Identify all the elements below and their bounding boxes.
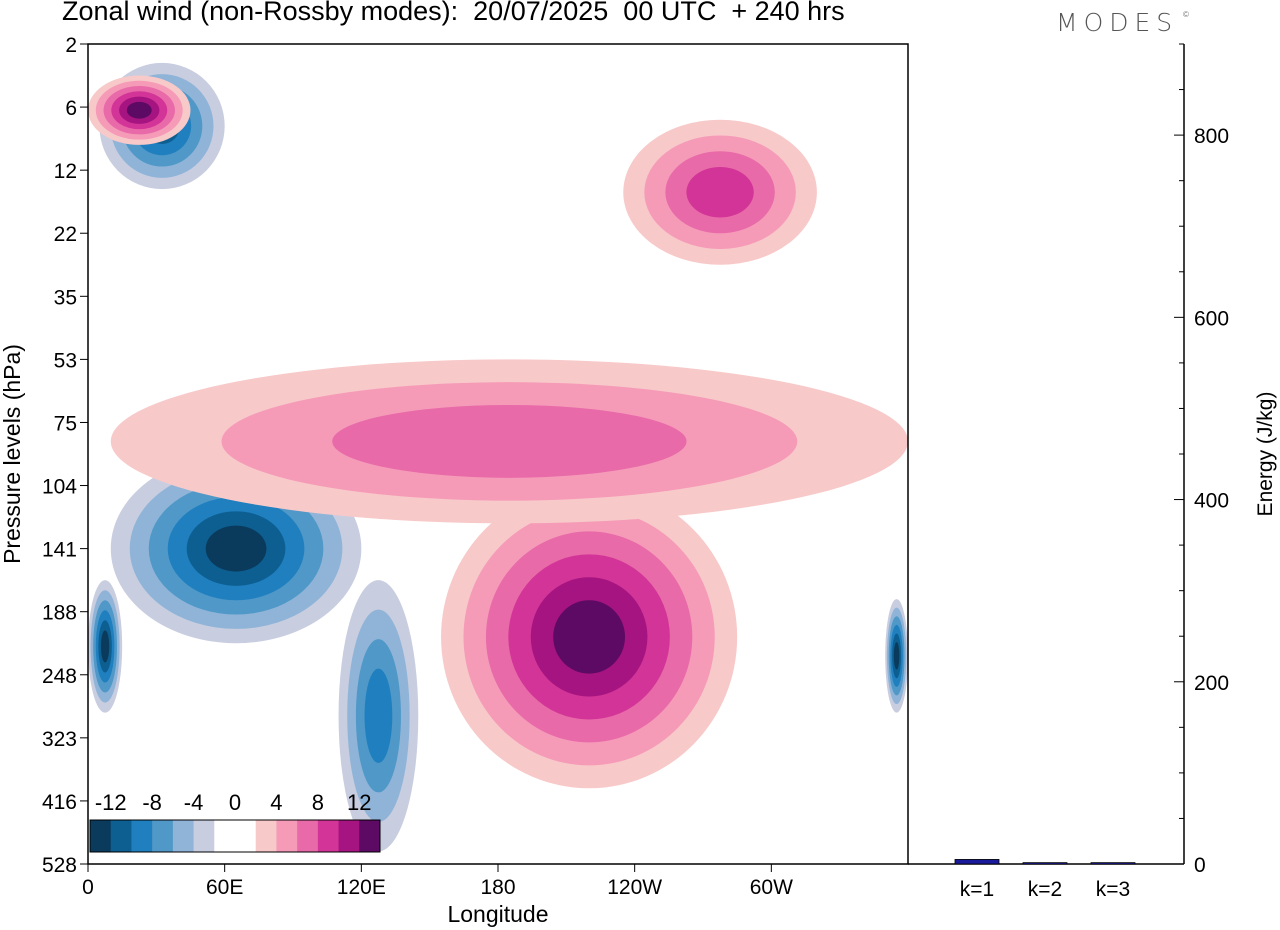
feature-pos-upper-east: [623, 119, 817, 265]
y-tick-label: 22: [54, 223, 77, 246]
contour-band: [893, 642, 900, 670]
colorbar-swatch: [90, 820, 112, 852]
energy-bar: [1022, 862, 1068, 865]
energy-category-label: k=1: [960, 878, 994, 901]
y-tick-label: 12: [54, 160, 77, 183]
colorbar-label: -8: [142, 790, 162, 815]
energy-bar: [954, 859, 1000, 865]
x-tick-label: 180: [480, 876, 515, 899]
x-tick-label: 120E: [337, 876, 386, 899]
colorbar-swatch: [255, 820, 277, 852]
contour-band: [553, 600, 626, 674]
contour-band: [686, 167, 754, 218]
contour-band: [126, 101, 152, 119]
x-tick-label: 0: [82, 876, 94, 899]
energy-category-label: k=3: [1096, 878, 1130, 901]
y-axis-label: Pressure levels (hPa): [0, 344, 25, 564]
energy-category-label: k=2: [1028, 878, 1062, 901]
zonal-wind-contour-field: [88, 62, 908, 852]
colorbar-label: 12: [347, 790, 371, 815]
energy-tick-label: 800: [1194, 125, 1229, 148]
y-tick-label: 188: [42, 602, 77, 625]
energy-tick-label: 400: [1194, 490, 1229, 513]
contour-band: [332, 404, 687, 478]
y-tick-label: 323: [42, 728, 77, 751]
chart-title: Zonal wind (non-Rossby modes): 20/07/202…: [62, 0, 845, 26]
feature-neg-188-west-edge: [88, 580, 123, 713]
y-tick-label: 75: [54, 412, 77, 435]
colorbar-swatch: [172, 820, 195, 852]
feature-neg-east-edge-188: [885, 599, 908, 713]
colorbar-swatch: [235, 820, 257, 852]
feature-pos-170-260-core: [441, 485, 738, 789]
y-tick-label: 2: [65, 34, 77, 57]
y-tick-label: 104: [42, 476, 77, 499]
energy-bar: [1090, 862, 1136, 865]
y-tick-label: 141: [42, 539, 77, 562]
y-tick-label: 416: [42, 791, 77, 814]
colorbar-swatch: [193, 820, 215, 852]
colorbar-legend: -12 -8 -4 0 4 8 12: [89, 790, 381, 853]
x-tick-label: 120W: [607, 876, 662, 899]
colorbar-label: 0: [229, 790, 241, 815]
y-tick-label: 6: [65, 97, 77, 120]
energy-bar-panel: 0 200 400 600 800 Energy (J/kg) k=1 k=2 k=3: [908, 43, 1277, 901]
feature-pos-upper-band: [88, 75, 191, 145]
y-tick-label: 528: [42, 854, 77, 877]
colorbar-frame: [89, 819, 381, 853]
colorbar-label: -12: [95, 790, 127, 815]
x-axis-label: Longitude: [447, 901, 548, 927]
x-tick-label: 60W: [750, 876, 793, 899]
brand-logo: MODES: [1056, 8, 1179, 37]
energy-tick-label: 600: [1194, 307, 1229, 330]
colorbar-swatch: [110, 820, 132, 852]
x-tick-label: 60E: [206, 876, 243, 899]
contour-band: [364, 668, 393, 763]
colorbar-swatch: [131, 820, 153, 852]
colorbar-swatch: [338, 820, 360, 852]
contour-band: [205, 525, 267, 572]
y-tick-label: 53: [54, 349, 77, 372]
feature-pos-75hPa-band: [110, 359, 908, 524]
colorbar-swatch: [276, 820, 298, 852]
y-tick-label: 35: [54, 286, 77, 309]
feature-neg-130E-column: [338, 580, 419, 852]
colorbar-swatch: [214, 820, 236, 852]
colorbar-swatch: [359, 820, 381, 852]
colorbar-swatch: [297, 820, 319, 852]
colorbar-swatch: [152, 820, 174, 852]
energy-axis-label: Energy (J/kg): [1254, 392, 1277, 517]
y-tick-label: 248: [42, 665, 77, 688]
colorbar-label: 4: [270, 790, 282, 815]
colorbar-swatch: [317, 820, 340, 852]
energy-tick-label: 0: [1194, 854, 1206, 877]
colorbar-label: -4: [184, 790, 204, 815]
colorbar-label: 8: [312, 790, 324, 815]
energy-tick-label: 200: [1194, 672, 1229, 695]
brand-copyright-mark: ©: [1183, 10, 1189, 19]
contour-band: [100, 630, 110, 663]
